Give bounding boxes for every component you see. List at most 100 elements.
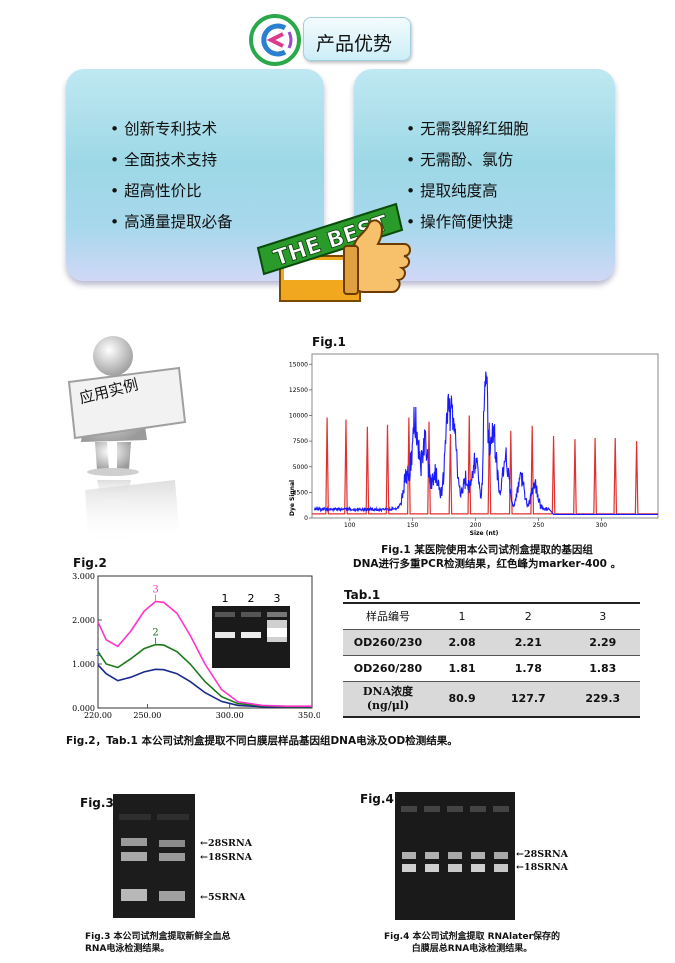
fig4-band-label: ←28SRNA [516, 849, 568, 860]
fig3-caption-line2: RNA电泳检测结果。 [85, 944, 170, 954]
fig3-caption-line1: Fig.3 本公司试剂盒提取新鲜全血总 [85, 932, 231, 942]
fig2-series-line-2 [97, 643, 312, 708]
arrow-left-icon: ← [516, 862, 524, 873]
fig2-x-tick-label: 350.00 [298, 711, 320, 720]
gel-lane-label: 1 [222, 592, 229, 605]
table-cell: 1.83 [565, 655, 640, 682]
table-cell: 2 [491, 602, 566, 630]
fig1-x-axis-label: Size (nt) [470, 530, 499, 537]
fig2-series-label: 2 [152, 628, 158, 639]
header-title-box: 产品优势 [303, 17, 411, 61]
tab1-title: Tab.1 [344, 588, 381, 602]
table-cell: 1.81 [433, 655, 492, 682]
person-holding-sign-illustration [67, 336, 187, 545]
gel-lane-label: 2 [248, 592, 255, 605]
fig1-x-tick-label: 300 [596, 522, 608, 529]
fig4-title: Fig.4 [360, 792, 394, 806]
fig3-band-label: ←5SRNA [200, 892, 245, 903]
fig2-y-tick-label: 2.000 [72, 616, 95, 625]
fig4-caption: Fig.4 本公司试剂盒提取 RNAlater保存的 白膜层总RNA电泳检测结果… [377, 931, 567, 955]
band-label-text: 18SRNA [207, 852, 252, 863]
fig2-gel-image: 1 2 3 [212, 592, 290, 668]
fig4-caption-line1: Fig.4 本公司试剂盒提取 RNAlater保存的 [383, 932, 561, 942]
fig1-marker-series-line [312, 415, 658, 515]
table-cell: DNA浓度 (ng/μl) [343, 681, 433, 718]
fig1-y-tick-label: 10000 [289, 413, 308, 420]
fig4-band-label: ←18SRNA [516, 862, 568, 873]
table-cell: 229.3 [565, 681, 640, 718]
fig1-title: Fig.1 [312, 335, 346, 349]
fig1-x-tick-label: 100 [344, 522, 356, 529]
fig3-title: Fig.3 [80, 796, 114, 810]
fig2-series-line-1 [97, 664, 312, 708]
fig1-y-ticks: 0 2500 5000 7500 10000 12500 15000 [289, 361, 312, 522]
table-cell: 2.08 [433, 629, 492, 656]
fig2-title: Fig.2 [73, 556, 107, 570]
table-cell-line: DNA浓度 [362, 684, 414, 698]
fig1-sample-series-line [313, 371, 658, 515]
list-item: • 全面技术支持 [110, 151, 218, 169]
table-cell: 2.29 [565, 629, 640, 656]
fig2-y-ticks: 0.000 1.000 2.000 3.000 [72, 572, 102, 713]
list-item: • 无需裂解红细胞 [406, 120, 529, 138]
fig2-series-label: 3 [152, 585, 158, 596]
table-cell-line: (ng/μl) [366, 698, 410, 712]
fig1-x-tick-label: 250 [533, 522, 545, 529]
fig1-y-tick-label: 2500 [293, 489, 308, 496]
list-item: • 提取纯度高 [406, 182, 498, 200]
fig1-chart: 0 2500 5000 7500 10000 12500 15000 100 150 200 25… [289, 353, 659, 537]
fig3-band-label: ←18SRNA [200, 852, 252, 863]
arrow-left-icon: ← [200, 838, 208, 849]
table-cell: 2.21 [491, 629, 566, 656]
fig2-caption: Fig.2，Tab.1 本公司试剂盒提取不同白膜层样品基因组DNA电泳及OD检测… [66, 735, 458, 747]
brand-logo-icon [249, 14, 301, 66]
fig2-y-tick-label: 1.000 [72, 660, 95, 669]
fig2-x-tick-label: 250.00 [133, 711, 161, 720]
fig1-y-tick-label: 15000 [289, 361, 308, 368]
fig1-y-tick-label: 5000 [293, 464, 308, 471]
page-title: 产品优势 [316, 33, 393, 55]
arrow-left-icon: ← [200, 892, 208, 903]
advantages-left-list: • 创新专利技术 • 全面技术支持 • 超高性价比 • 高通量提取必备 [110, 118, 233, 242]
fig2-series-line-3 [97, 600, 312, 707]
table-row: DNA浓度 (ng/μl) 80.9 127.7 229.3 [343, 681, 640, 718]
the-best-thumbs-up-badge: THE BEST [256, 202, 411, 302]
table-cell: OD260/230 [343, 629, 433, 656]
fig2-x-tick-label: 300.00 [216, 711, 244, 720]
fig1-caption: Fig.1 某医院使用本公司试剂盒提取的基因组 DNA进行多重PCR检测结果，红… [300, 543, 674, 571]
list-item: • 无需酚、氯仿 [406, 151, 514, 169]
arrow-left-icon: ← [516, 849, 524, 860]
fig1-y-tick-label: 0 [304, 515, 308, 522]
band-label-text: 28SRNA [523, 849, 568, 860]
table-cell: 127.7 [491, 681, 566, 718]
list-item: • 操作简便快捷 [406, 213, 514, 231]
fig1-x-ticks: 100 150 200 250 300 [344, 518, 607, 529]
fig1-y-tick-label: 12500 [289, 387, 308, 394]
fig1-caption-line2: DNA进行多重PCR检测结果，红色峰为marker-400 。 [352, 558, 622, 570]
table-cell: 1 [433, 602, 492, 630]
tab1-table: 样品编号 1 2 3 OD260/230 2.08 2.21 2.29 OD26… [343, 602, 640, 718]
fig1-x-tick-label: 150 [407, 522, 419, 529]
list-item: • 超高性价比 [110, 182, 202, 200]
fig1-x-tick-label: 200 [470, 522, 482, 529]
fig2-x-tick-label: 220.00 [84, 711, 112, 720]
fig3-band-label: ←28SRNA [200, 838, 252, 849]
thumbs-up-icon [343, 219, 411, 295]
fig2-x-ticks: 220.00 250.00 300.00 350.00 [84, 704, 320, 720]
band-label-text: 5SRNA [207, 892, 246, 903]
table-cell: 3 [565, 602, 640, 630]
table-row: OD260/230 2.08 2.21 2.29 [343, 629, 640, 656]
list-item: • 高通量提取必备 [110, 213, 233, 231]
band-label-text: 28SRNA [207, 838, 252, 849]
table-cell: 样品编号 [343, 602, 433, 630]
fig4-caption-line2: 白膜层总RNA电泳检测结果。 [411, 944, 533, 954]
fig3-gel-image [113, 794, 195, 918]
fig2-y-tick-label: 0.000 [72, 704, 95, 713]
fig3-caption: Fig.3 本公司试剂盒提取新鲜全血总 RNA电泳检测结果。 [85, 931, 231, 955]
arrow-left-icon: ← [200, 852, 208, 863]
table-cell: 1.78 [491, 655, 566, 682]
list-item: • 创新专利技术 [110, 120, 218, 138]
advantages-right-list: • 无需裂解红细胞 • 无需酚、氯仿 • 提取纯度高 • 操作简便快捷 [406, 118, 529, 242]
table-row: 样品编号 1 2 3 [343, 602, 640, 630]
fig2-series-label: 1 [95, 648, 101, 659]
